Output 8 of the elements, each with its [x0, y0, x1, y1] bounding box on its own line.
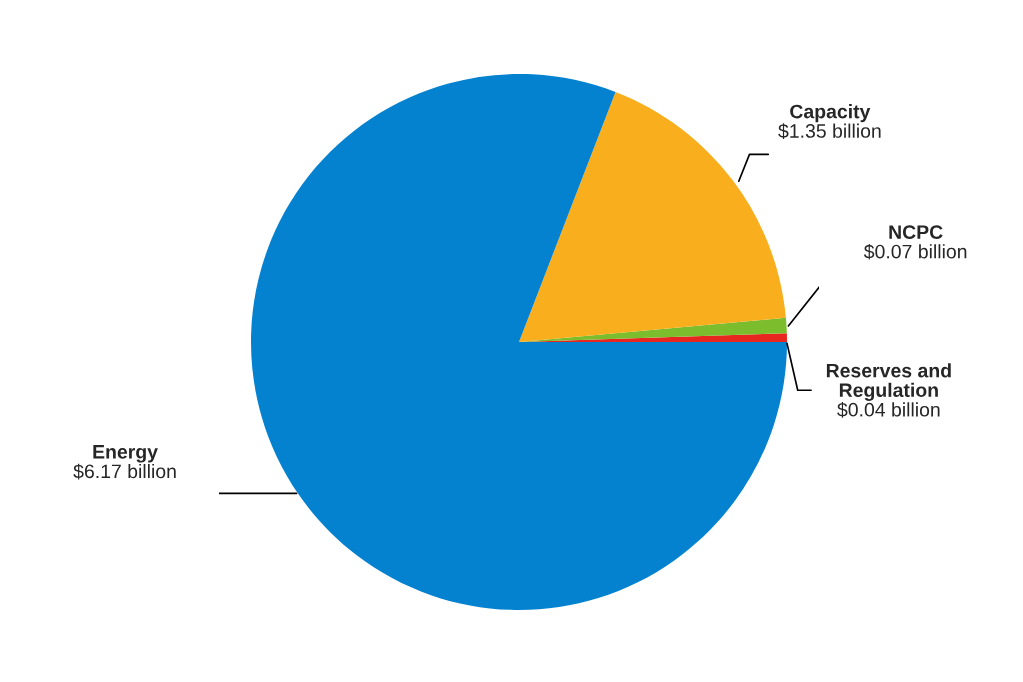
slice-label: Energy — [93, 445, 158, 463]
slice-label: Capacity — [790, 104, 871, 123]
data-label: $6.17 billion — [73, 463, 176, 480]
data-label: $0.04 billion — [837, 402, 940, 418]
slice-label: Reserves and Regulation — [826, 363, 951, 401]
data-label: $0.07 billion — [863, 243, 967, 260]
data-label: $1.35 billion — [778, 123, 881, 140]
slice-label: NCPC — [889, 225, 943, 239]
